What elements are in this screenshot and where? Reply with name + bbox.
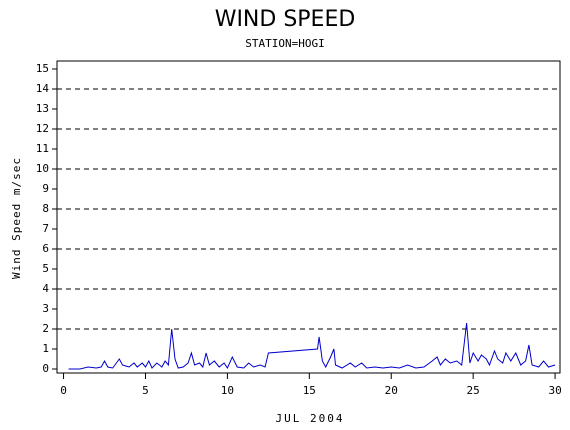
x-tick-label: 30 xyxy=(548,384,561,397)
x-axis-label: JUL 2004 xyxy=(276,412,345,425)
y-tick-label: 9 xyxy=(42,182,49,195)
x-tick-label: 10 xyxy=(221,384,234,397)
y-tick-label: 15 xyxy=(36,62,49,75)
y-tick-label: 11 xyxy=(36,142,49,155)
y-tick-label: 14 xyxy=(36,82,50,95)
x-tick-label: 25 xyxy=(467,384,480,397)
x-tick-label: 0 xyxy=(60,384,67,397)
y-tick-label: 6 xyxy=(42,242,49,255)
y-tick-label: 5 xyxy=(42,262,49,275)
y-tick-label: 12 xyxy=(36,122,49,135)
plot-frame xyxy=(56,60,561,374)
x-tick-label: 15 xyxy=(303,384,316,397)
y-tick-label: 4 xyxy=(42,282,49,295)
chart-title: WIND SPEED xyxy=(215,7,356,32)
y-tick-label: 2 xyxy=(42,322,49,335)
x-tick-label: 20 xyxy=(385,384,398,397)
y-tick-label: 0 xyxy=(42,362,49,375)
y-tick-label: 3 xyxy=(42,302,49,315)
data-line xyxy=(68,322,556,370)
y-tick-label: 7 xyxy=(42,222,49,235)
y-tick-label: 10 xyxy=(36,162,49,175)
y-axis-label: Wind Speed m/sec xyxy=(10,157,23,279)
y-tick-label: 8 xyxy=(42,202,49,215)
x-tick-label: 5 xyxy=(142,384,149,397)
chart-subtitle: STATION=HOGI xyxy=(245,37,324,50)
y-tick-label: 1 xyxy=(42,342,49,355)
y-tick-label: 13 xyxy=(36,102,49,115)
